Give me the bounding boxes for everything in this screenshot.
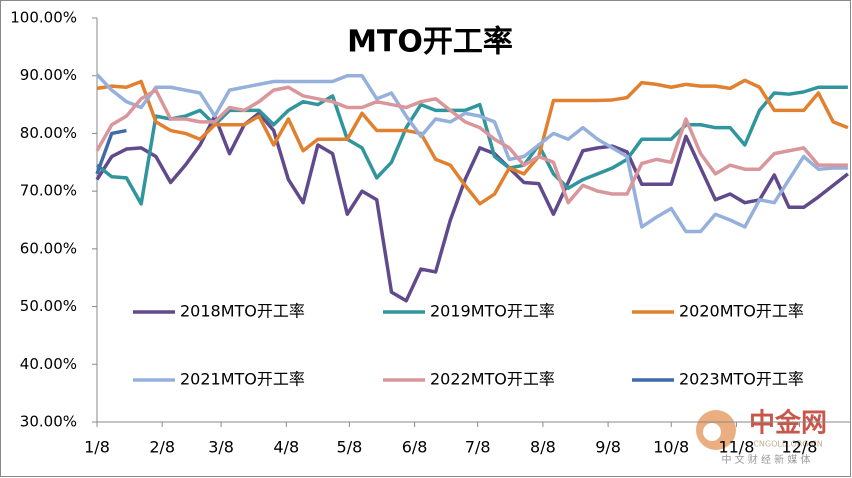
x-tick-label: 6/8 (402, 438, 428, 457)
legend-label: 2018MTO开工率 (180, 302, 305, 321)
x-tick-label: 5/8 (337, 438, 363, 457)
watermark-name: 中金网 (749, 408, 827, 439)
y-tick-label: 30.00% (20, 413, 77, 431)
legend-label: 2021MTO开工率 (180, 370, 305, 389)
x-tick-label: 4/8 (273, 438, 299, 457)
watermark: 中金网 CNGOLD.ORG.CN 中 文 财 经 新 媒 体 (696, 408, 827, 466)
y-tick-label: 80.00% (20, 124, 77, 142)
x-tick-label: 12/8 (782, 438, 818, 457)
series-line (96, 78, 849, 206)
x-tick-label: 2/8 (149, 438, 175, 457)
y-tick-label: 70.00% (20, 182, 77, 200)
watermark-url: CNGOLD.ORG.CN (753, 440, 822, 449)
series-line (95, 85, 848, 205)
watermark-logo-inner (703, 423, 721, 441)
series-line (95, 85, 848, 206)
x-tick-label: 1/8 (84, 438, 110, 457)
y-tick-label: 100.00% (10, 9, 77, 27)
x-tick-label: 8/8 (530, 438, 556, 457)
y-tick-label: 40.00% (20, 355, 77, 373)
legend-label: 2022MTO开工率 (430, 370, 555, 389)
legend-label: 2019MTO开工率 (430, 302, 555, 321)
watermark-tagline: 中 文 财 经 新 媒 体 (721, 453, 810, 466)
legend-label: 2020MTO开工率 (679, 302, 804, 321)
y-tick-label: 90.00% (20, 66, 77, 84)
legend-label: 2023MTO开工率 (679, 370, 804, 389)
chart-title: MTO开工率 (347, 25, 513, 60)
x-tick-label: 3/8 (208, 438, 234, 457)
x-tick-label: 9/8 (595, 438, 621, 457)
y-tick-label: 60.00% (20, 239, 77, 257)
x-tick-label: 11/8 (718, 438, 754, 457)
y-tick-label: 50.00% (20, 297, 77, 315)
series-line (95, 73, 848, 234)
series-line (95, 111, 849, 303)
x-tick-label: 7/8 (465, 438, 491, 457)
x-tick-label: 10/8 (653, 438, 689, 457)
series-line (95, 128, 127, 175)
